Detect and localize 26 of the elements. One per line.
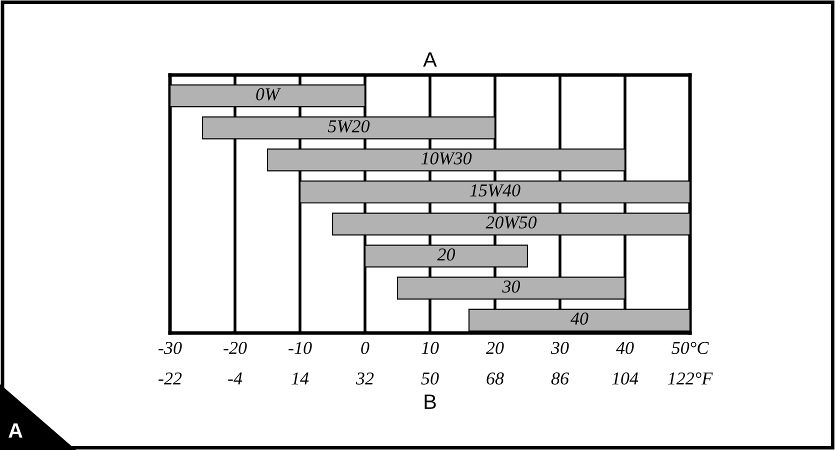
y-tick-label: 15W40 xyxy=(470,184,520,197)
x-tick-label: 50°C xyxy=(672,342,709,354)
x-tick-label: 40 xyxy=(616,342,634,354)
y-tick-label: 0W xyxy=(256,88,281,100)
x2-tick-label: -22 xyxy=(158,372,182,384)
x2-tick-label: 68 xyxy=(486,372,504,385)
x-tick-label: -10 xyxy=(288,342,312,354)
x-tick-label: -30 xyxy=(158,342,182,354)
y-tick-label: 10W30 xyxy=(421,152,472,165)
x2-tick-label: 86 xyxy=(551,372,569,385)
x-tick-label: 10 xyxy=(422,342,439,354)
x-tick-label: 0 xyxy=(361,342,370,354)
x-tick-label: 30 xyxy=(550,342,569,354)
chart-title: A xyxy=(423,52,437,67)
x-tick-label: -20 xyxy=(224,342,247,354)
x2-tick-label: 14 xyxy=(292,372,309,384)
x2-tick-label: 122°F xyxy=(668,372,713,384)
text: A xyxy=(8,423,22,438)
x2-tick-label: 104 xyxy=(612,372,638,385)
x2-tick-label: -4 xyxy=(228,372,242,384)
x2-tick-label: 32 xyxy=(356,372,374,385)
x2-tick-label: 50 xyxy=(421,372,439,385)
x-axis-title: B xyxy=(424,394,436,409)
y-tick-label: 5W20 xyxy=(328,120,370,132)
y-tick-label: 30 xyxy=(502,280,520,293)
y-tick-label: 20W50 xyxy=(486,216,537,229)
